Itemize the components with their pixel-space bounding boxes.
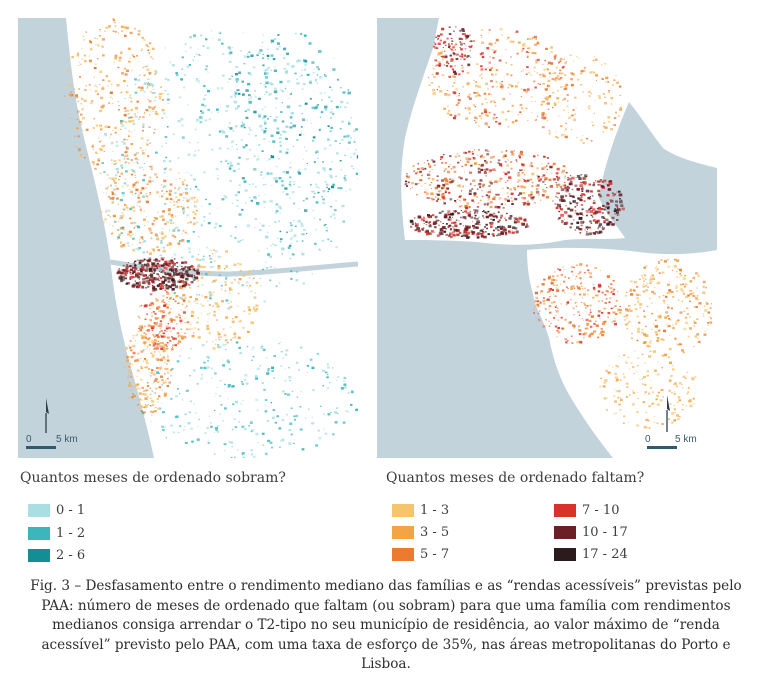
caption-line: Lisboa. [361,656,411,672]
caption-line: PAA: número de meses de ordenado que fal… [41,597,731,614]
north-arrow-icon [666,395,670,432]
svg-text:5 km: 5 km [56,434,78,445]
legend-label: 1 - 2 [56,525,86,541]
legend-swatch [554,525,576,539]
svg-text:0: 0 [645,434,651,445]
legend-label: 5 - 7 [420,546,450,562]
legend-swatch [28,526,50,540]
legend-title-right: Quantos meses de ordenado faltam? [386,470,645,486]
scale-bar: 0 5 km [645,434,707,449]
legend-label: 17 - 24 [582,546,628,562]
legend-swatch [392,547,414,561]
legend-label: 1 - 3 [420,502,450,518]
legend-swatch [554,503,576,517]
legend-label: 2 - 6 [56,547,86,563]
land-south [527,247,717,458]
caption-line: medianos consiga arrendar o T2-tipo no s… [52,617,720,633]
legend-item: 5 - 7 [392,545,449,563]
legend-item: 10 - 17 [554,523,628,541]
legend-swatch [28,548,50,562]
figure-caption: Fig. 3 – Desfasamento entre o rendimento… [20,577,752,675]
legend-item: 2 - 6 [28,546,85,564]
svg-text:0: 0 [26,434,32,445]
north-arrow-icon [45,398,49,433]
caption-line: acessível” previsto pelo PAA, com uma ta… [41,636,731,653]
svg-text:5 km: 5 km [675,434,697,445]
legend-swatch [392,503,414,517]
legend-title-left: Quantos meses de ordenado sobram? [20,470,286,486]
scale-bar: 0 5 km [26,434,86,449]
density-dots [63,18,358,458]
legend-item: 0 - 1 [28,501,85,519]
ocean [18,18,154,458]
legend-item: 1 - 3 [392,501,449,519]
land-north [401,18,717,245]
legend-item: 7 - 10 [554,501,619,519]
legend-swatch [554,547,576,561]
legend-item: 3 - 5 [392,523,449,541]
caption-line: Fig. 3 – Desfasamento entre o rendimento… [30,578,742,594]
density-dots [404,26,713,429]
legend-label: 10 - 17 [582,524,628,540]
map-lisboa: 0 5 km [377,18,717,458]
legend-swatch [392,525,414,539]
legend-label: 7 - 10 [582,502,620,518]
legend-item: 17 - 24 [554,545,628,563]
legend-item: 1 - 2 [28,524,85,542]
legend-label: 0 - 1 [56,502,86,518]
legend-swatch [28,503,50,517]
legend-label: 3 - 5 [420,524,450,540]
map-porto: 0 5 km [18,18,358,458]
